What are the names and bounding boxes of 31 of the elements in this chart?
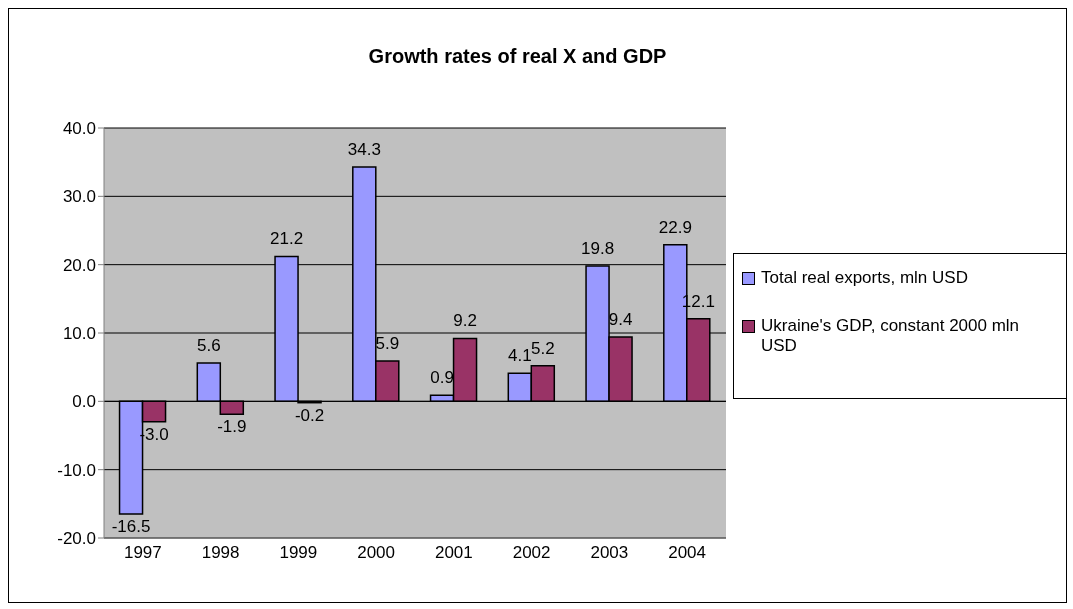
data-label: -0.2 [294, 405, 325, 425]
y-tick-label: 20.0 [62, 255, 96, 275]
legend-label: Ukraine's GDP, constant 2000 mln USD [761, 316, 1021, 356]
data-label: 5.2 [530, 338, 555, 358]
data-label: 34.3 [347, 139, 381, 159]
data-label: 0.9 [430, 368, 454, 388]
x-tick-label: 1999 [279, 543, 318, 563]
data-label: 9.2 [453, 311, 477, 331]
x-tick-label: 2003 [590, 543, 629, 563]
x-tick-label: 2000 [357, 543, 396, 563]
data-label: 22.9 [658, 217, 692, 237]
y-tick-label: 40.0 [62, 119, 96, 139]
data-label: 19.8 [581, 239, 615, 259]
chart-title: Growth rates of real X and GDP [367, 45, 668, 68]
data-label: 21.2 [270, 229, 304, 249]
data-label: 5.6 [196, 336, 221, 356]
x-tick-label: 1998 [201, 543, 240, 563]
legend-label: Total real exports, mln USD [761, 268, 968, 288]
data-label: -16.5 [111, 517, 151, 537]
data-label: 5.9 [375, 334, 400, 354]
y-tick-label: -10.0 [57, 460, 96, 480]
y-tick-label: 10.0 [62, 324, 96, 344]
y-tick-label: 0.0 [72, 392, 96, 412]
y-tick-label: 30.0 [62, 187, 96, 207]
data-label: 4.1 [507, 346, 532, 366]
x-tick-label: 2001 [434, 543, 473, 563]
x-tick-label: 2004 [668, 543, 707, 563]
data-label: -1.9 [217, 417, 247, 437]
x-tick-label: 2002 [512, 543, 551, 563]
x-tick-label: 1997 [123, 543, 162, 563]
y-tick-label: -20.0 [57, 529, 96, 549]
